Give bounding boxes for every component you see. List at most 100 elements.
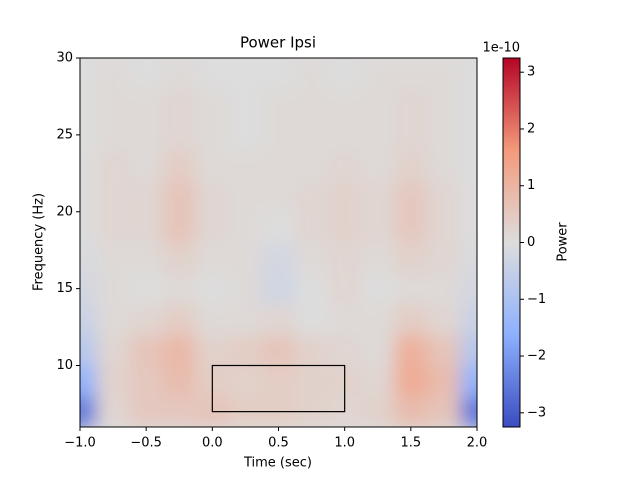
- colorbar-tick-label: −1: [527, 292, 546, 307]
- heatmap-cell: [427, 211, 461, 243]
- heatmap-cell: [427, 334, 461, 366]
- heatmap-cell: [96, 150, 131, 182]
- heatmap-cell: [228, 273, 263, 305]
- heatmap-cell: [427, 242, 461, 274]
- heatmap-cell: [427, 181, 461, 213]
- heatmap-cell: [394, 58, 428, 90]
- heatmap-cell: [361, 119, 395, 151]
- heatmap-cell: [96, 334, 131, 366]
- heatmap-cell: [460, 181, 477, 213]
- heatmap-cell: [162, 88, 197, 120]
- heatmap-cell: [228, 242, 263, 274]
- heatmap-cell: [228, 334, 263, 366]
- heatmap-cell: [328, 150, 362, 182]
- x-tick-label: 1.5: [400, 436, 421, 451]
- y-tick-label: 25: [56, 127, 73, 142]
- heatmap-cell: [261, 211, 296, 243]
- heatmap-cell: [80, 88, 98, 120]
- heatmap-cell: [460, 304, 477, 336]
- heatmap-cell: [96, 304, 131, 336]
- colorbar-tick-label: 1: [527, 178, 535, 193]
- heatmap-cell: [460, 334, 477, 366]
- heatmap-cell: [261, 119, 296, 151]
- heatmap-cell: [162, 242, 197, 274]
- heatmap-cell: [162, 304, 197, 336]
- heatmap-cell: [228, 88, 263, 120]
- colorbar-label: Power: [556, 222, 571, 262]
- heatmap-cell: [394, 396, 428, 427]
- heatmap-cell: [394, 88, 428, 120]
- heatmap-cell: [129, 242, 164, 274]
- heatmap-cell: [427, 365, 461, 397]
- heatmap-cell: [460, 273, 477, 305]
- heatmap-cell: [129, 304, 164, 336]
- heatmap-cell: [80, 242, 98, 274]
- heatmap-cell: [261, 58, 296, 90]
- heatmap-cell: [195, 334, 230, 366]
- y-tick-label: 20: [56, 204, 73, 219]
- heatmap-cell: [427, 304, 461, 336]
- heatmap-cell: [96, 119, 131, 151]
- heatmap-cell: [195, 181, 230, 213]
- heatmap-cell: [195, 88, 230, 120]
- heatmap-cell: [295, 273, 329, 305]
- heatmap-cell: [328, 88, 362, 120]
- heatmap-cell: [129, 396, 164, 427]
- heatmap-cell: [261, 88, 296, 120]
- heatmap-cell: [80, 334, 98, 366]
- heatmap-cell: [228, 58, 263, 90]
- heatmap-cell: [80, 181, 98, 213]
- heatmap-cell: [394, 304, 428, 336]
- colorbar-tick-label: 0: [527, 235, 535, 250]
- heatmap-cell: [129, 365, 164, 397]
- heatmap-cell: [295, 242, 329, 274]
- heatmap-cell: [228, 181, 263, 213]
- heatmap-cell: [295, 334, 329, 366]
- heatmap-cell: [80, 150, 98, 182]
- heatmap-cell: [129, 58, 164, 90]
- heatmap-cell: [361, 58, 395, 90]
- heatmap-cell: [195, 58, 230, 90]
- heatmap-cell: [80, 211, 98, 243]
- heatmap-cell: [328, 304, 362, 336]
- heatmap-cell: [261, 273, 296, 305]
- x-tick-label: −1.0: [64, 436, 96, 451]
- heatmap: [80, 58, 477, 427]
- heatmap-cell: [427, 88, 461, 120]
- heatmap-cell: [80, 58, 98, 90]
- y-tick-label: 30: [56, 51, 73, 66]
- y-tick-label: 10: [56, 358, 73, 373]
- heatmap-cell: [394, 211, 428, 243]
- heatmap-cell: [228, 365, 263, 397]
- heatmap-cell: [460, 211, 477, 243]
- heatmap-cell: [195, 304, 230, 336]
- heatmap-cell: [129, 181, 164, 213]
- heatmap-cell: [80, 304, 98, 336]
- colorbar-tick-label: −3: [527, 405, 546, 420]
- heatmap-cell: [361, 211, 395, 243]
- heatmap-cell: [394, 334, 428, 366]
- heatmap-cell: [96, 396, 131, 427]
- heatmap-cell: [427, 150, 461, 182]
- heatmap-cell: [162, 334, 197, 366]
- heatmap-cell: [195, 273, 230, 305]
- heatmap-cell: [328, 211, 362, 243]
- heatmap-cell: [195, 242, 230, 274]
- annotation-box: [211, 364, 346, 413]
- heatmap-cell: [129, 150, 164, 182]
- heatmap-cell: [328, 334, 362, 366]
- heatmap-cell: [460, 58, 477, 90]
- heatmap-cell: [394, 365, 428, 397]
- x-tick-label: 0.0: [202, 436, 223, 451]
- heatmap-cell: [328, 58, 362, 90]
- heatmap-cell: [162, 211, 197, 243]
- heatmap-cell: [195, 211, 230, 243]
- heatmap-cell: [328, 181, 362, 213]
- heatmap-cell: [328, 119, 362, 151]
- heatmap-cell: [162, 365, 197, 397]
- heatmap-cell: [129, 119, 164, 151]
- heatmap-cell: [162, 119, 197, 151]
- heatmap-cell: [361, 365, 395, 397]
- heatmap-cell: [228, 211, 263, 243]
